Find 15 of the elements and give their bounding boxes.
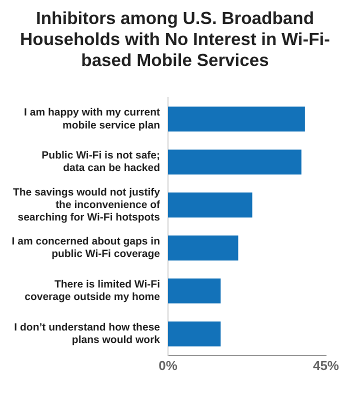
x-tick-label: 45% — [312, 358, 340, 373]
bar — [168, 192, 252, 218]
y-tick-label: I am happy with my current mobile service plan — [24, 106, 160, 132]
chart-title: Inhibitors among U.S. Broadband Households with No Interest in Wi-Fi-based Mobile Services — [19, 8, 331, 71]
x-tick-label: 0% — [158, 358, 178, 373]
bar — [168, 150, 302, 175]
bar — [168, 236, 238, 260]
bar — [168, 321, 221, 346]
bar — [168, 106, 305, 132]
y-tick-label: I don’t understand how these plans would work — [14, 322, 160, 346]
y-tick-label: Public Wi-Fi is not safe; data can be hacked — [42, 150, 160, 174]
y-tick-label: There is limited Wi-Fi coverage outside my home — [24, 278, 160, 304]
y-tick-label: The savings would not justify the inconvenience of searching for Wi-Fi hotspots — [12, 186, 160, 224]
y-tick-label: I am concerned about gaps in public Wi-Fi coverage — [12, 236, 160, 260]
bar — [168, 278, 221, 304]
